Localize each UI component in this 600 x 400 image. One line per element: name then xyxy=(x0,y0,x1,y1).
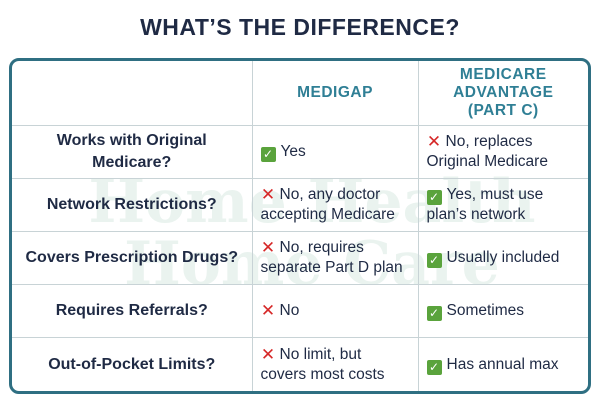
green-check-icon: ✓ xyxy=(426,306,442,322)
row-label-line: Requires Referrals? xyxy=(55,302,208,320)
table-row: Requires Referrals? ✕ No ✓ Sometimes xyxy=(12,284,588,339)
table-row: Covers Prescription Drugs? ✕ No, requires s… xyxy=(12,230,588,286)
medigap-text-line: ✕ No, requires xyxy=(261,238,410,258)
comparison-table: MEDIGAP MEDICARE ADVANTAGE (PART C) Work… xyxy=(12,61,588,391)
advantage-text: Sometimes xyxy=(446,302,525,320)
advantage-text: Original Medicare xyxy=(426,152,548,170)
advantage-text: Yes, must use xyxy=(446,185,544,203)
red-x-icon: ✕ xyxy=(260,344,276,364)
medigap-text-line: ✕ No xyxy=(261,301,410,321)
advantage-text-line: ✓ Yes, must use xyxy=(426,185,581,205)
row-label: Works with Original Medicare? xyxy=(12,125,253,179)
red-x-icon: ✕ xyxy=(260,238,276,258)
advantage-text-line: ✓ Usually included xyxy=(426,248,581,269)
medigap-text: Yes xyxy=(280,142,306,160)
advantage-cell: ✓ Yes, must use plan’s network xyxy=(417,177,588,233)
header-blank-cell xyxy=(12,61,253,126)
medigap-cell: ✕ No, requires separate Part D plan xyxy=(251,230,419,286)
medigap-text-line: ✕ No limit, but xyxy=(261,345,410,365)
advantage-text: Has annual max xyxy=(446,355,559,373)
medigap-text: separate Part D plan xyxy=(260,259,403,277)
medigap-text: No xyxy=(279,302,300,320)
red-x-icon: ✕ xyxy=(260,184,276,204)
row-label: Covers Prescription Drugs? xyxy=(12,230,253,286)
header-medigap: MEDIGAP xyxy=(251,61,419,126)
advantage-text-line: ✕ No, replaces xyxy=(427,132,581,152)
header-advantage-line-1: MEDICARE xyxy=(459,65,547,83)
green-check-icon: ✓ xyxy=(426,253,442,269)
medigap-text: No limit, but xyxy=(279,345,362,363)
advantage-text-line: plan’s network xyxy=(427,205,581,225)
table-row: Works with Original Medicare? ✓ Yes ✕ No, rep… xyxy=(12,125,588,179)
green-check-icon: ✓ xyxy=(426,189,442,205)
header-advantage-line-3: (PART C) xyxy=(467,101,539,119)
green-check-icon: ✓ xyxy=(260,146,276,162)
row-label-line: Medicare? xyxy=(92,153,172,171)
row-label-line: Network Restrictions? xyxy=(46,195,217,213)
medigap-text-line: ✕ No, any doctor xyxy=(261,185,410,205)
advantage-text: No, replaces xyxy=(445,132,533,150)
medigap-text: No, any doctor xyxy=(279,185,381,203)
medigap-text: No, requires xyxy=(279,239,364,257)
table-body: Works with Original Medicare? ✓ Yes ✕ No, rep… xyxy=(12,125,588,391)
medigap-text-line: accepting Medicare xyxy=(261,205,410,225)
medigap-text-line: covers most costs xyxy=(261,365,410,385)
medigap-cell: ✕ No limit, but covers most costs xyxy=(251,337,419,391)
advantage-cell: ✕ No, replaces Original Medicare xyxy=(417,125,588,179)
row-label: Network Restrictions? xyxy=(12,177,253,233)
row-label-line: Out-of-Pocket Limits? xyxy=(48,355,216,373)
medigap-cell: ✓ Yes xyxy=(251,125,419,179)
advantage-text-line: ✓ Sometimes xyxy=(426,301,581,322)
header-advantage-line-2: ADVANTAGE xyxy=(453,83,554,101)
advantage-text-line: ✓ Has annual max xyxy=(426,355,581,375)
row-label-line: Works with Original xyxy=(56,131,207,149)
medigap-cell: ✕ No xyxy=(251,284,419,339)
header-medicare-advantage: MEDICARE ADVANTAGE (PART C) xyxy=(417,61,588,126)
medigap-text-line: ✓ Yes xyxy=(260,142,410,162)
red-x-icon: ✕ xyxy=(260,301,276,321)
table-row: Out-of-Pocket Limits? ✕ No limit, but cover… xyxy=(12,337,588,391)
advantage-cell: ✓ Sometimes xyxy=(417,284,588,339)
row-label: Requires Referrals? xyxy=(12,284,253,339)
advantage-text-line: Original Medicare xyxy=(427,152,581,172)
table-row: Network Restrictions? ✕ No, any doctor acce… xyxy=(12,177,588,233)
advantage-cell: ✓ Usually included xyxy=(417,230,588,286)
red-x-icon: ✕ xyxy=(426,131,442,151)
medigap-text: covers most costs xyxy=(260,365,385,383)
page-title: WHAT’S THE DIFFERENCE? xyxy=(140,14,460,40)
medigap-text: accepting Medicare xyxy=(260,205,395,223)
advantage-text: plan’s network xyxy=(426,205,526,223)
table-header-row: MEDIGAP MEDICARE ADVANTAGE (PART C) xyxy=(12,61,588,126)
row-label: Out-of-Pocket Limits? xyxy=(12,337,253,391)
row-label-line: Covers Prescription Drugs? xyxy=(25,249,239,267)
medigap-cell: ✕ No, any doctor accepting Medicare xyxy=(251,177,419,233)
medigap-text-line: separate Part D plan xyxy=(261,258,410,278)
green-check-icon: ✓ xyxy=(426,359,442,375)
advantage-text: Usually included xyxy=(446,249,560,267)
advantage-cell: ✓ Has annual max xyxy=(417,337,588,391)
comparison-table-frame: Home Health Home Care MEDIGAP MEDICARE A… xyxy=(9,58,591,394)
